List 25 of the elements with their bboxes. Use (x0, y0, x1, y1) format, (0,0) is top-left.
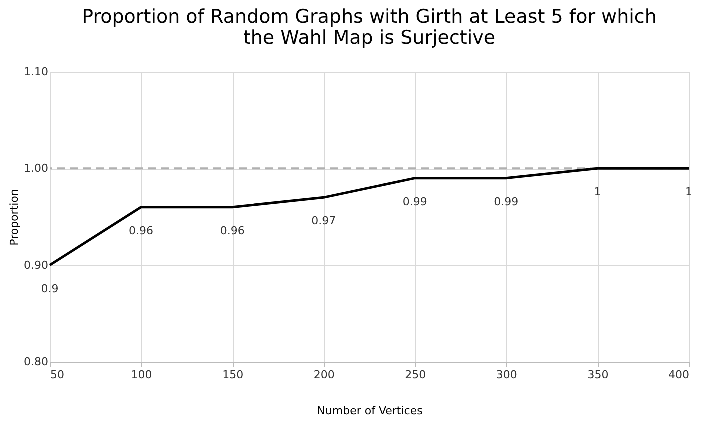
data-label: 0.96 (220, 224, 245, 238)
data-label: 1 (686, 186, 692, 199)
data-label: 0.99 (494, 195, 519, 208)
data-label: 1 (594, 186, 602, 199)
x-tick-label: 100 (131, 368, 152, 382)
y-tick-label: 1.10 (24, 66, 48, 78)
text: the Wahl Map is Surjective (243, 27, 496, 49)
data-label: 0.99 (402, 195, 428, 208)
x-tick-label: 50 (50, 368, 64, 382)
line-series (48, 167, 690, 267)
y-tick-label: 0.80 (24, 356, 48, 368)
y-tick-label: 1.00 (24, 162, 48, 176)
x-tick-label: 250 (405, 368, 426, 382)
data-label: 0.96 (129, 224, 154, 238)
x-tick-label: 200 (314, 368, 335, 382)
y-axis-title: Proportion (8, 189, 22, 246)
y-tick-label: 0.90 (24, 258, 48, 272)
x-tick-label: 150 (222, 368, 244, 382)
x-tick-label: 400 (668, 368, 690, 382)
x-axis-title: Number of Vertices (317, 404, 424, 418)
data-label: 0.9 (41, 282, 59, 296)
text: Proportion of Random Graphs with Girth at Least 5 for which (82, 6, 657, 28)
data-label: 0.97 (312, 214, 336, 228)
x-tick-label: 350 (588, 368, 609, 382)
x-tick-label: 300 (496, 368, 518, 382)
